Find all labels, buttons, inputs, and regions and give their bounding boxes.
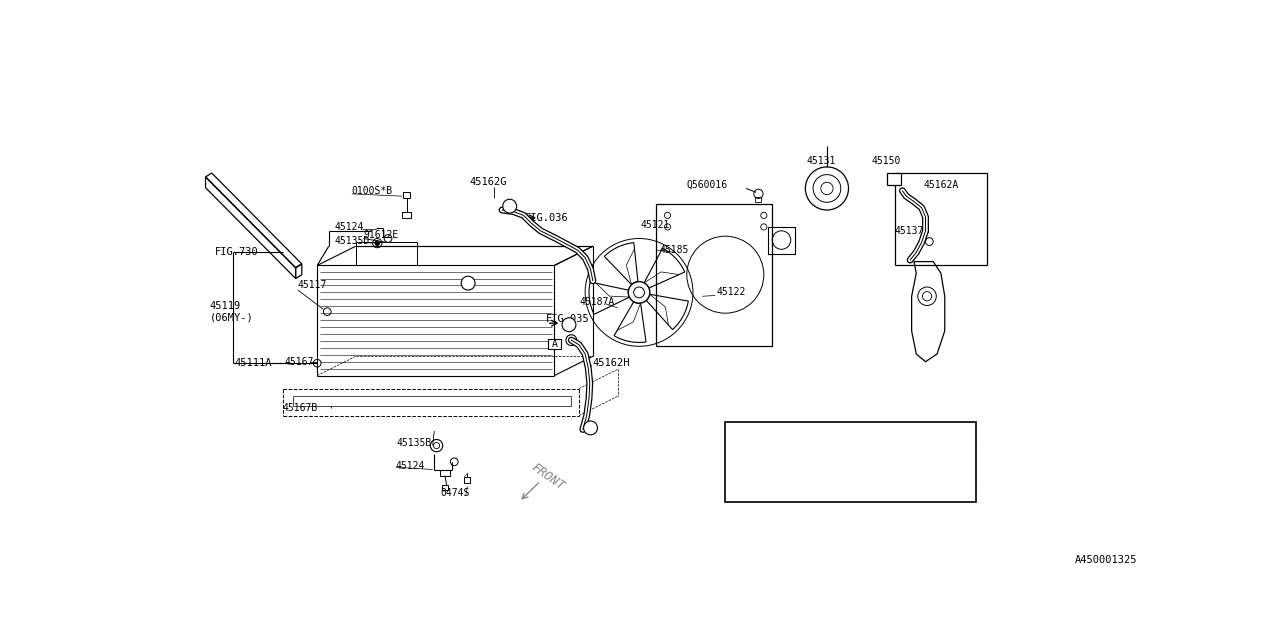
Text: FIG.730: FIG.730 xyxy=(215,247,259,257)
Text: 45131: 45131 xyxy=(806,157,836,166)
Bar xyxy=(403,192,410,198)
Text: 45137D: 45137D xyxy=(760,487,801,497)
Circle shape xyxy=(584,421,598,435)
Bar xyxy=(895,173,987,266)
Text: 45187A: 45187A xyxy=(579,296,614,307)
Text: FIG.035: FIG.035 xyxy=(545,314,590,324)
Text: A450001325: A450001325 xyxy=(1075,556,1137,565)
Text: 45135B: 45135B xyxy=(397,438,431,447)
Bar xyxy=(726,422,975,502)
Text: 2: 2 xyxy=(737,477,744,487)
Bar xyxy=(755,197,762,202)
Circle shape xyxy=(375,241,380,245)
Text: 0100S*B: 0100S*B xyxy=(352,186,393,196)
Bar xyxy=(442,485,448,490)
Text: 45167B: 45167B xyxy=(283,403,317,413)
Circle shape xyxy=(733,475,748,489)
Text: 45150: 45150 xyxy=(872,157,901,166)
Text: 45162G: 45162G xyxy=(470,177,507,188)
Circle shape xyxy=(562,318,576,332)
Text: <NA>: <NA> xyxy=(841,467,869,477)
Text: 45137B: 45137B xyxy=(895,226,931,236)
Text: W170064: W170064 xyxy=(760,447,808,457)
Text: A: A xyxy=(891,174,897,184)
Text: 1: 1 xyxy=(737,436,744,447)
Text: <TURBO>: <TURBO> xyxy=(841,487,888,497)
Circle shape xyxy=(733,435,748,449)
Circle shape xyxy=(628,282,650,303)
Bar xyxy=(356,243,417,266)
Text: (06MY-): (06MY-) xyxy=(210,313,253,323)
Circle shape xyxy=(503,199,517,213)
Text: 45121: 45121 xyxy=(640,220,669,230)
Text: 45167: 45167 xyxy=(284,356,314,367)
Text: 45111A: 45111A xyxy=(234,358,273,368)
Text: Q560016: Q560016 xyxy=(687,180,728,189)
Text: 45124: 45124 xyxy=(396,461,425,470)
Bar xyxy=(402,212,411,218)
Text: 91612E: 91612E xyxy=(364,230,398,239)
Bar xyxy=(887,173,901,186)
Bar xyxy=(548,339,561,349)
Text: 1: 1 xyxy=(465,278,471,288)
Circle shape xyxy=(461,276,475,290)
Text: 45117: 45117 xyxy=(298,280,328,290)
Text: A: A xyxy=(552,339,557,349)
Text: 45124: 45124 xyxy=(334,222,364,232)
Bar xyxy=(657,204,772,346)
Text: 45119: 45119 xyxy=(210,301,241,311)
Text: 45135D: 45135D xyxy=(334,236,370,246)
Text: 45122: 45122 xyxy=(716,287,745,298)
Text: (06MY0505-      ): (06MY0505- ) xyxy=(841,447,956,457)
Text: 45162A: 45162A xyxy=(924,180,959,189)
Text: (      -06MY0505): ( -06MY0505) xyxy=(841,427,956,436)
Bar xyxy=(465,477,471,483)
Text: 45162H: 45162H xyxy=(593,358,630,368)
Text: FRONT: FRONT xyxy=(529,461,567,493)
Text: 2: 2 xyxy=(566,320,572,330)
Text: 1: 1 xyxy=(507,201,512,211)
Text: 0474S: 0474S xyxy=(440,488,470,498)
Text: 1: 1 xyxy=(588,423,594,433)
Text: 0917S: 0917S xyxy=(760,427,795,436)
Text: 45185: 45185 xyxy=(660,245,689,255)
Circle shape xyxy=(634,287,644,298)
Bar xyxy=(768,227,795,254)
Text: 45137: 45137 xyxy=(760,467,795,477)
Text: FIG.036: FIG.036 xyxy=(525,212,568,223)
Bar xyxy=(440,470,449,476)
